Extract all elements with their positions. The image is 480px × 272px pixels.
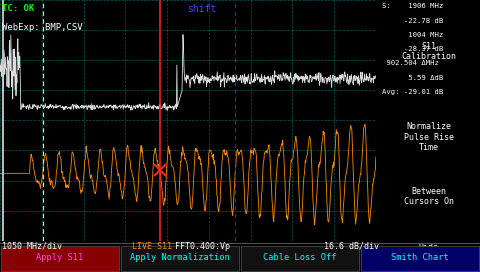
Text: S11
Calibration: S11 Calibration [401,42,456,61]
Bar [1,246,119,271]
Text: -22.78 dB: -22.78 dB [382,18,443,24]
Text: LIVE S11: LIVE S11 [132,242,172,251]
Text: Normalize
Pulse Rise
Time: Normalize Pulse Rise Time [404,122,454,152]
Text: TC: OK: TC: OK [2,4,35,13]
Text: -28.37 dB: -28.37 dB [382,46,443,52]
Text: Apply S11: Apply S11 [36,253,84,262]
Text: 1004 MHz: 1004 MHz [382,32,443,38]
Text: Smith Chart: Smith Chart [391,253,449,262]
Text: S:    1906 MHz: S: 1906 MHz [382,3,443,9]
Text: Cable Loss Off: Cable Loss Off [263,253,337,262]
Text: 1050 MHz/div: 1050 MHz/div [2,242,62,251]
Bar [241,246,359,271]
Text: shift: shift [187,4,216,14]
Text: 5.59 ΔdB: 5.59 ΔdB [382,75,443,81]
Text: Avg: -29.01 dB: Avg: -29.01 dB [382,89,443,95]
Text: FFT: FFT [170,242,191,251]
Text: Apply Normalization: Apply Normalization [130,253,230,262]
Text: 902.504 ΔMHz: 902.504 ΔMHz [382,60,439,66]
Bar [121,246,239,271]
Bar [361,246,479,271]
Text: 16.6 dB/div: 16.6 dB/div [324,242,379,251]
Text: Hide: Hide [419,243,439,252]
Text: 0.400:Vp: 0.400:Vp [185,242,230,251]
Text: WebExp: BMP,CSV: WebExp: BMP,CSV [2,23,83,32]
Text: Between
Cursors On: Between Cursors On [404,187,454,206]
